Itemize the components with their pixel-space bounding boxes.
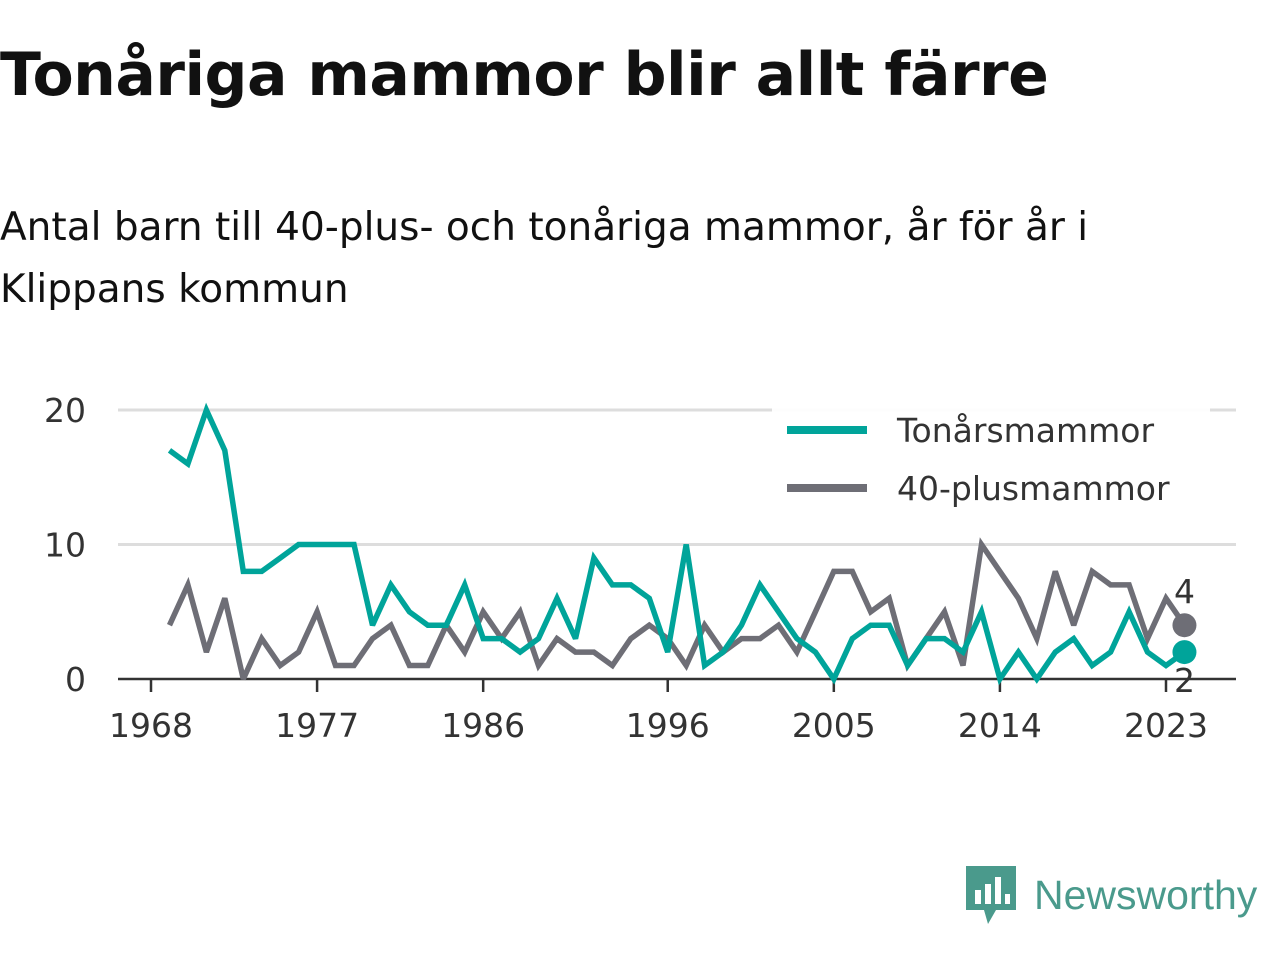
x-tick-label: 1996 [626, 706, 710, 745]
newsworthy-logo: Newsworthy [966, 866, 1257, 924]
x-tick-label: 2014 [958, 706, 1042, 745]
legend-background [772, 405, 1210, 515]
legend-label-1: 40-plusmammor [897, 469, 1170, 508]
newsworthy-bar-chart-icon [966, 866, 1016, 924]
end-label-tonars: 2 [1174, 661, 1195, 700]
page-title: Tonåriga mammor blir allt färre [0, 40, 1049, 110]
series-line-0 [167, 402, 1187, 686]
y-tick-label: 10 [44, 526, 86, 565]
y-tick-label: 20 [44, 391, 86, 430]
x-tick-label: 2005 [792, 706, 876, 745]
y-tick-label: 0 [65, 660, 86, 699]
end-label-40-plus: 4 [1174, 572, 1195, 611]
x-tick-label: 1986 [441, 706, 525, 745]
logo-text: Newsworthy [1034, 871, 1258, 918]
legend-label-0: Tonårsmammor [896, 411, 1154, 450]
x-tick-label: 2023 [1124, 706, 1208, 745]
end-marker-0 [1172, 640, 1197, 665]
series-line-1 [166, 537, 1187, 681]
page-subtitle: Antal barn till 40-plus- och tonåriga ma… [0, 205, 1089, 312]
x-tick-label: 1968 [109, 706, 193, 745]
end-marker-1 [1172, 613, 1197, 638]
x-tick-label: 1977 [275, 706, 359, 745]
